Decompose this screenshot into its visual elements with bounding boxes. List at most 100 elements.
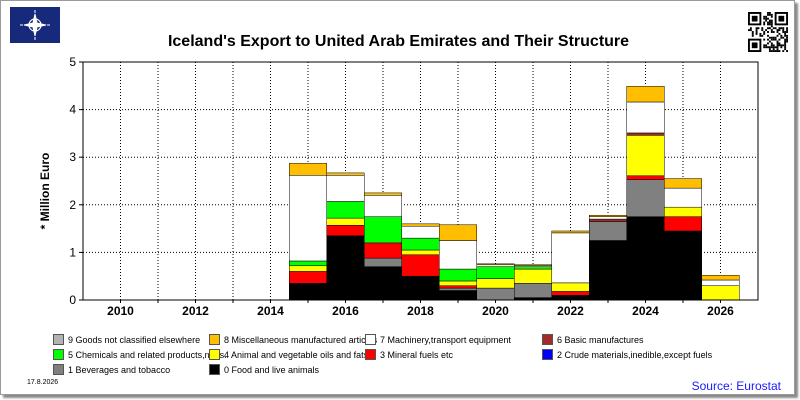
- bar-segment-2017-1: [364, 257, 402, 267]
- bar-segment-2024-8: [626, 86, 665, 103]
- bar-segment-2015-8: [289, 163, 327, 176]
- bar-segment-2019-7: [439, 240, 477, 270]
- bar-segment-2024-6: [626, 132, 665, 136]
- chart-title: Iceland's Export to United Arab Emirates…: [167, 33, 630, 50]
- bar-segment-2015-7: [289, 175, 327, 262]
- bar-segment-2019-5: [439, 268, 477, 282]
- legend-label: 4 Animal and vegetable oils and fats: [224, 350, 369, 360]
- legend-label: 2 Crude materials,inedible,except fuels: [557, 350, 713, 360]
- bar-segment-2021-1: [514, 283, 552, 298]
- legend-label: 7 Machinery,transport equipment: [380, 335, 511, 345]
- bar-segment-2020-1: [476, 287, 515, 301]
- legend-item: 6 Basic manufactures: [542, 334, 644, 345]
- source-label: Source: Eurostat: [691, 379, 781, 393]
- legend-label: 9 Goods not classified elsewhere: [68, 335, 201, 345]
- bar-segment-2025-8: [664, 178, 702, 189]
- date-stamp: 17.8.2026: [27, 379, 59, 386]
- bar-segment-2017-7: [364, 195, 402, 217]
- bar-segment-2020-4: [476, 278, 515, 289]
- bar-segment-2022-3: [551, 291, 590, 296]
- legend-swatch: [542, 349, 553, 360]
- bar-segment-2022-8: [551, 230, 590, 234]
- legend-item: 1 Beverages and tobacco: [53, 364, 170, 375]
- bar-segment-2017-0: [364, 266, 402, 301]
- bar-segment-2022-4: [551, 282, 590, 292]
- bar-segment-2022-0: [551, 294, 590, 301]
- nato-compass-flag-icon: [10, 7, 60, 43]
- y-tick-label: 4: [69, 103, 76, 117]
- x-tick-label: 2014: [257, 304, 284, 318]
- x-tick-label: 2024: [632, 304, 659, 318]
- legend-item: 9 Goods not classified elsewhere: [53, 334, 200, 345]
- bar-segment-2021-8: [514, 264, 552, 266]
- y-tick-label: 5: [69, 55, 76, 69]
- legend-swatch: [53, 364, 64, 375]
- legend-label: 5 Chemicals and related products,n.e.s.: [68, 350, 227, 360]
- bar-segment-2024-3: [626, 175, 665, 180]
- bar-segment-2016-0: [326, 235, 365, 301]
- y-tick-label: 1: [69, 245, 76, 259]
- bar-segment-2017-8: [364, 192, 402, 196]
- bar-segment-2020-8: [476, 263, 515, 266]
- bar-segment-2016-5: [326, 201, 365, 219]
- legend-swatch: [365, 349, 376, 360]
- x-tick-label: 2012: [182, 304, 209, 318]
- bar-segment-2016-8: [326, 172, 365, 176]
- bar-segment-2018-5: [401, 237, 440, 251]
- y-tick-label: 2: [69, 198, 76, 212]
- bar-segment-2024-0: [626, 216, 665, 301]
- bar-segment-2015-3: [289, 271, 327, 284]
- bar-segment-2019-4: [439, 280, 477, 286]
- legend-item: 0 Food and live animals: [209, 364, 319, 375]
- bar-segment-2015-0: [289, 283, 327, 301]
- legend-item: 3 Mineral fuels etc: [365, 349, 453, 360]
- bar-segment-2020-5: [476, 266, 515, 279]
- qr-code-icon: [748, 12, 788, 52]
- x-tick-label: 2018: [407, 304, 434, 318]
- x-tick-label: 2026: [707, 304, 734, 318]
- bar-segment-2016-3: [326, 225, 365, 236]
- bar-segment-2018-3: [401, 254, 440, 277]
- bar-segment-2023-6: [589, 218, 627, 222]
- bar-segment-2025-0: [664, 230, 702, 301]
- bar-segment-2021-4: [514, 268, 552, 284]
- bar-segment-2025-4: [664, 206, 702, 217]
- y-tick-label: 3: [69, 150, 76, 164]
- legend-swatch: [209, 364, 220, 375]
- bar-segment-2024-7: [626, 101, 665, 134]
- bar-segment-2023-7: [589, 216, 627, 220]
- legend-swatch: [209, 349, 220, 360]
- legend-label: 1 Beverages and tobacco: [68, 365, 171, 375]
- bar-segment-2025-7: [664, 187, 702, 208]
- legend-item: 7 Machinery,transport equipment: [365, 334, 511, 345]
- bar-segment-2016-7: [326, 175, 365, 202]
- legend-item: 4 Animal and vegetable oils and fats: [209, 349, 368, 360]
- bar-segment-2023-0: [589, 240, 627, 301]
- x-tick-label: 2010: [107, 304, 134, 318]
- bar-segment-2024-1: [626, 179, 665, 217]
- legend-label: 3 Mineral fuels etc: [380, 350, 454, 360]
- bar-segment-2025-3: [664, 216, 702, 232]
- legend-item: 8 Miscellaneous manufactured articles: [209, 334, 377, 345]
- bar-segment-2026-7: [701, 279, 740, 286]
- bar-segment-2026-4: [701, 285, 740, 301]
- bar-segment-2018-0: [401, 275, 440, 301]
- bar-segment-2018-7: [401, 225, 440, 239]
- x-tick-label: 2016: [332, 304, 359, 318]
- legend-swatch: [53, 349, 64, 360]
- legend-label: 6 Basic manufactures: [557, 335, 644, 345]
- legend-swatch: [209, 334, 220, 345]
- bar-segment-2026-8: [701, 274, 740, 281]
- x-tick-label: 2022: [557, 304, 584, 318]
- bar-segment-2017-5: [364, 216, 402, 244]
- legend-item: 5 Chemicals and related products,n.e.s.: [53, 349, 227, 360]
- bar-segment-2020-7: [476, 264, 515, 267]
- bar-segment-2019-0: [439, 290, 477, 301]
- legend-swatch: [542, 334, 553, 345]
- bar-segment-2023-1: [589, 221, 627, 241]
- bar-segment-2024-4: [626, 135, 665, 177]
- bar-segment-2019-3: [439, 285, 477, 289]
- bar-segment-2015-4: [289, 265, 327, 272]
